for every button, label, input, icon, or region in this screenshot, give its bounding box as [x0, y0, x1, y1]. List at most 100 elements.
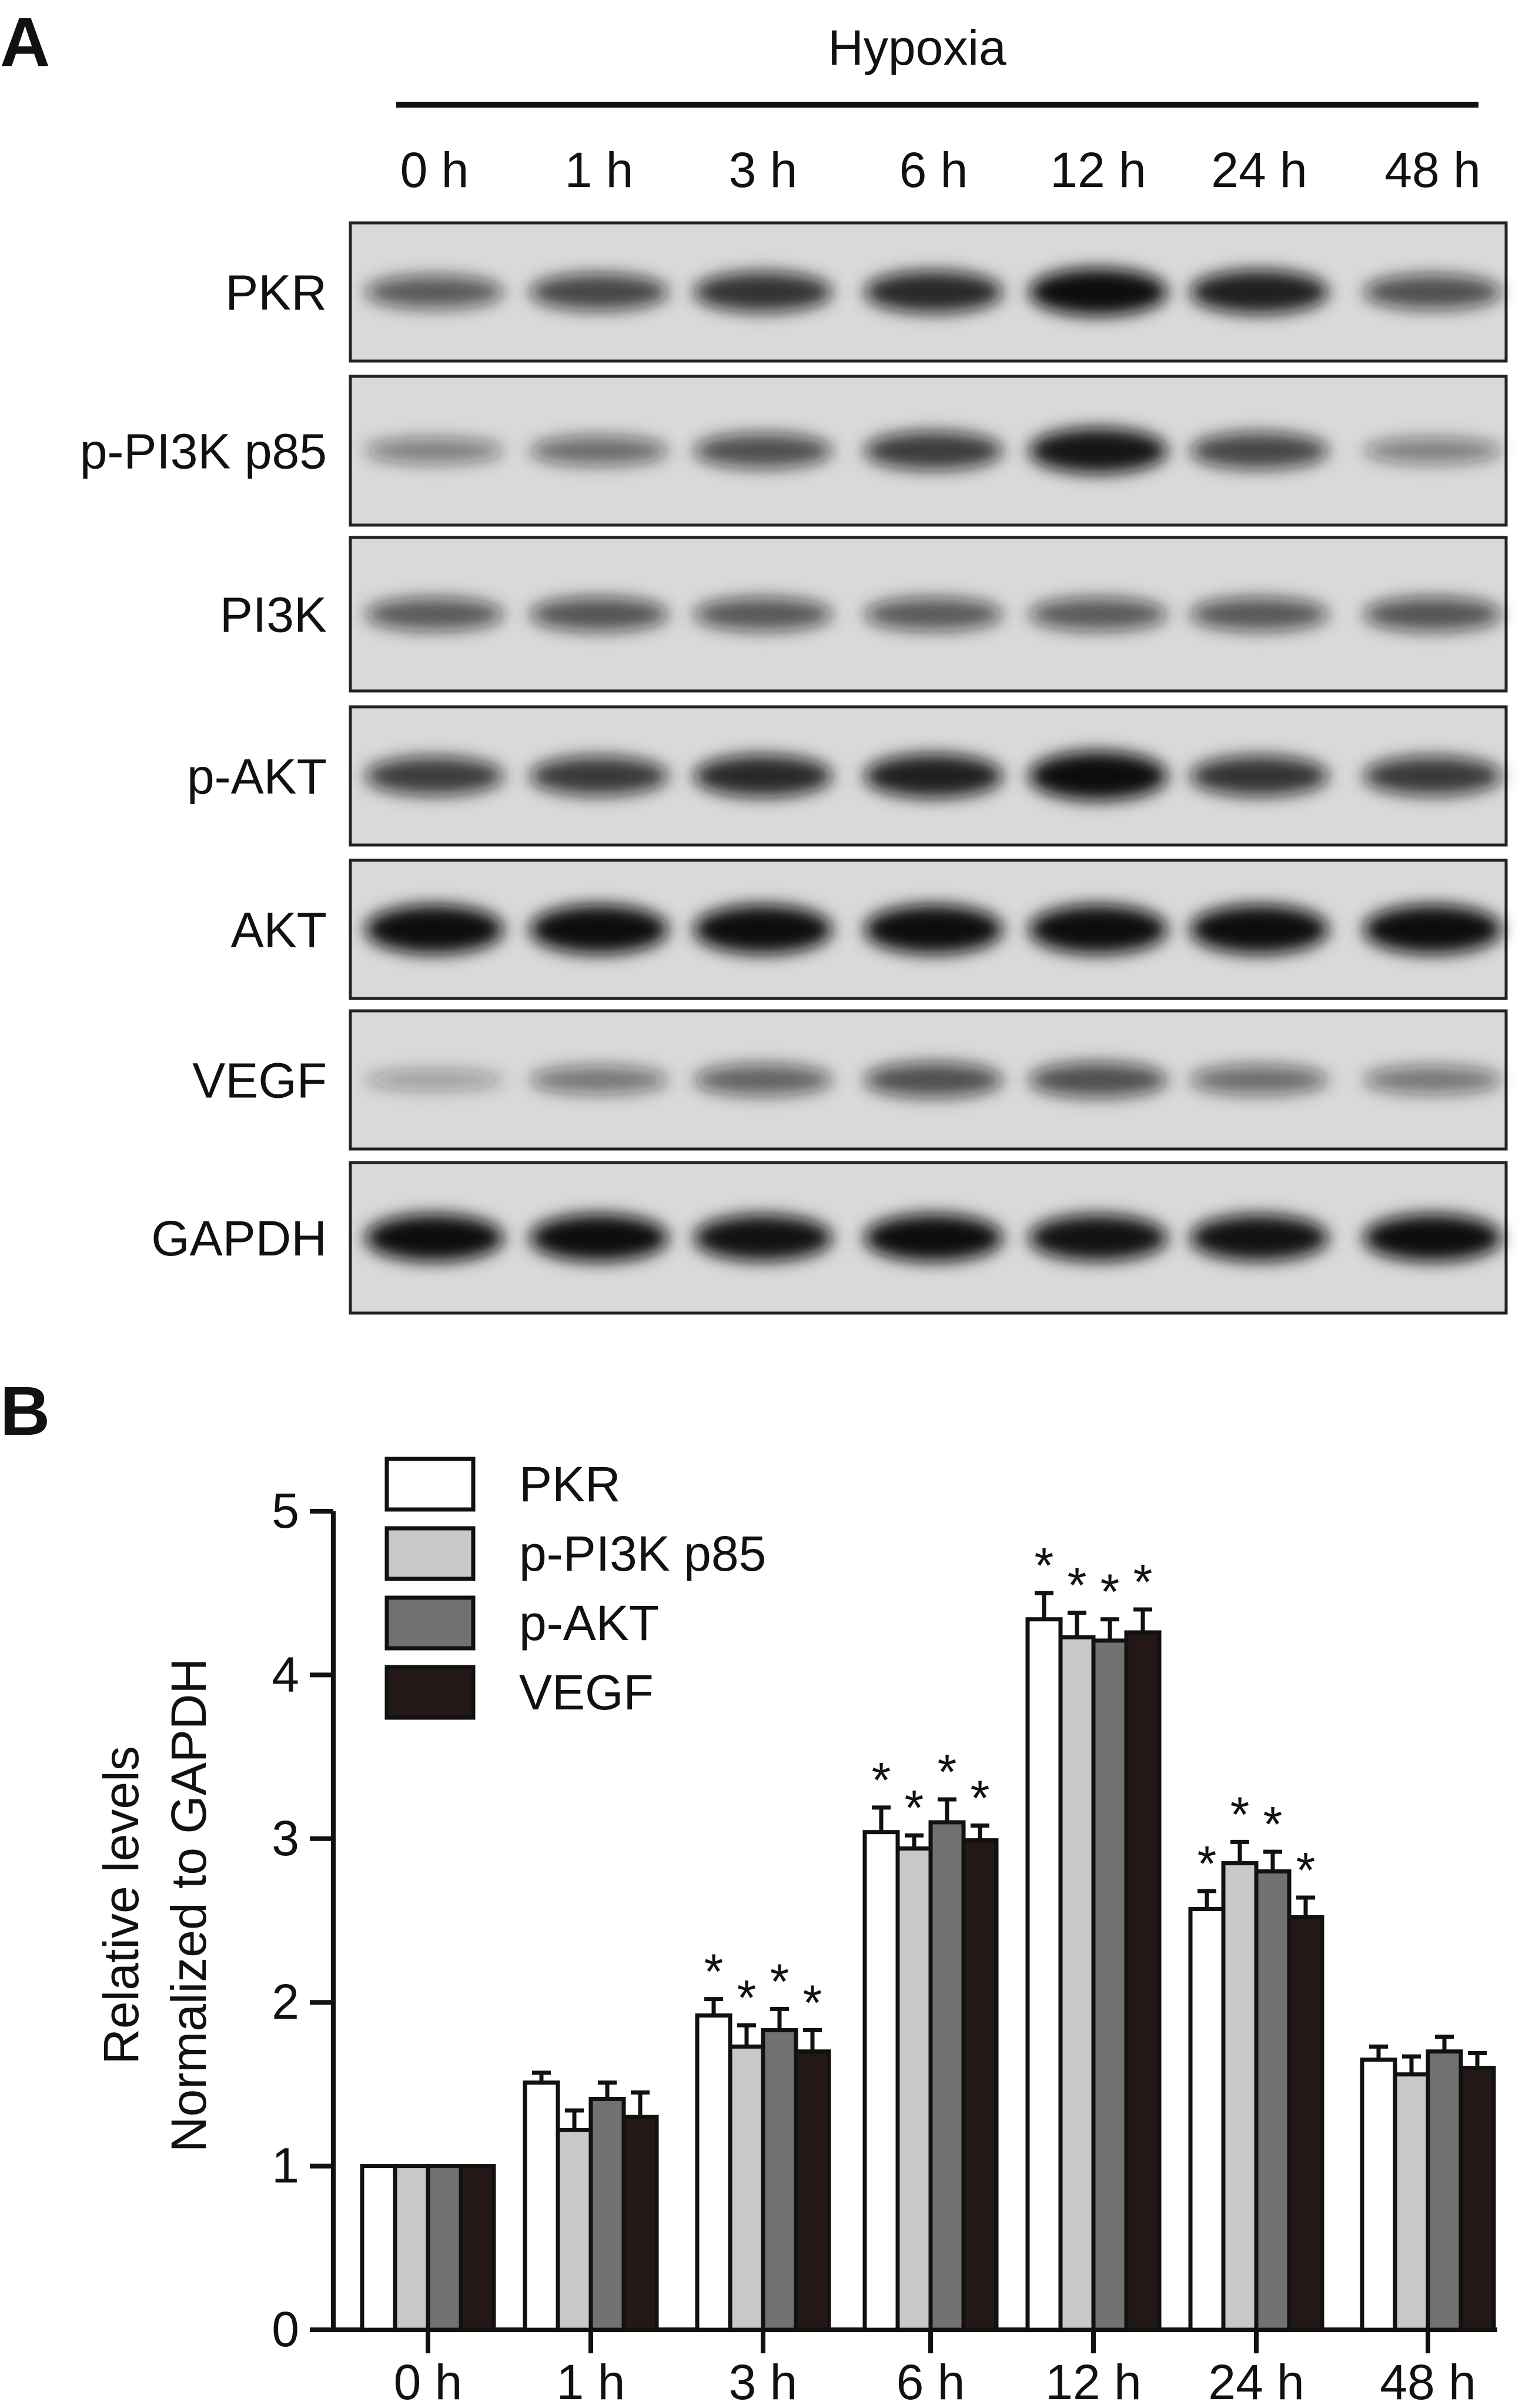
protein-band [1029, 751, 1168, 801]
blot-row-p-pi3k-p85: p-PI3K p85 [80, 375, 1508, 527]
protein-band [1029, 597, 1168, 631]
y-tick-label: 0 [272, 2302, 299, 2357]
protein-band [864, 754, 1003, 798]
blot-row-akt: AKT [231, 859, 1508, 1000]
bar-pkr [695, 2013, 732, 2332]
protein-band [530, 756, 668, 796]
row-label: PI3K [220, 587, 327, 643]
protein-band [864, 597, 1003, 631]
lane-label: 0 h [400, 142, 469, 198]
lane-label: 24 h [1211, 142, 1307, 198]
panel-b-label: B [0, 1372, 50, 1450]
y-tick-label: 3 [272, 1811, 299, 1866]
protein-band [365, 597, 504, 631]
significance-asterisk: * [1197, 1836, 1217, 1891]
significance-asterisk: * [1296, 1842, 1316, 1898]
y-tick-label: 5 [272, 1483, 299, 1538]
bar-vegf [1124, 1630, 1162, 2332]
protein-band [530, 273, 668, 310]
significance-asterisk: * [938, 1744, 957, 1799]
legend-swatch [384, 1595, 476, 1651]
significance-asterisk: * [1133, 1554, 1153, 1609]
x-tick-label: 24 h [1208, 2354, 1304, 2408]
protein-band [694, 597, 832, 632]
lane-label: 3 h [729, 142, 798, 198]
blot-row-pkr: PKR [225, 221, 1508, 363]
significance-asterisk: * [737, 1970, 757, 2025]
protein-band [1190, 904, 1329, 954]
protein-band [864, 1062, 1003, 1098]
x-tick-label: 0 h [394, 2354, 463, 2408]
blot-row-gapdh: GAPDH [151, 1161, 1508, 1315]
significance-asterisk: * [704, 1944, 724, 1999]
protein-band [1363, 904, 1502, 954]
bar-pkr [862, 1830, 900, 2332]
protein-band [1029, 904, 1168, 954]
bar-vegf [1459, 2066, 1496, 2332]
protein-band [365, 756, 504, 796]
x-tick-label: 12 h [1045, 2354, 1142, 2408]
significance-asterisk: * [1068, 1558, 1087, 1613]
protein-band [1363, 274, 1502, 310]
bar-p-pi3k-p85 [393, 2164, 430, 2332]
blot-row-p-akt: p-AKT [187, 705, 1508, 847]
legend-label: p-PI3K p85 [519, 1526, 766, 1581]
bar-p-pi3k-p85 [1221, 1861, 1259, 2332]
blot-row-vegf: VEGF [192, 1009, 1508, 1151]
legend-swatch [384, 1665, 476, 1720]
protein-band [1363, 1214, 1502, 1262]
lane-label: 6 h [899, 142, 968, 198]
legend-label: p-AKT [519, 1595, 659, 1651]
bar-p-akt [1091, 1638, 1129, 2332]
bar-p-pi3k-p85 [1058, 1635, 1096, 2332]
significance-asterisk: * [1035, 1538, 1054, 1593]
significance-asterisk: * [1230, 1786, 1250, 1842]
significance-asterisk: * [971, 1771, 990, 1826]
protein-band [694, 904, 832, 954]
bar-p-akt [426, 2164, 463, 2332]
y-tick-label: 4 [272, 1646, 299, 1702]
bar-p-akt [1426, 2049, 1463, 2332]
y-axis-label: Relative levels Normalized to GAPDH [93, 1658, 216, 2152]
hypoxia-label: Hypoxia [828, 20, 1006, 75]
significance-asterisk: * [872, 1752, 891, 1808]
protein-band [1029, 268, 1168, 316]
protein-band [694, 1214, 832, 1261]
x-tick-label: 6 h [897, 2354, 965, 2408]
protein-band [365, 1069, 504, 1091]
protein-band [1363, 597, 1502, 632]
protein-band [530, 1066, 668, 1094]
row-label: p-PI3K p85 [80, 424, 327, 479]
significance-asterisk: * [905, 1780, 924, 1835]
legend-swatch [384, 1526, 476, 1581]
protein-band [694, 754, 832, 797]
x-tick-label: 1 h [557, 2354, 625, 2408]
bar-pkr [1188, 1907, 1226, 2332]
protein-band [694, 272, 832, 312]
blot-row-pi3k: PI3K [220, 536, 1508, 693]
bar-pkr [360, 2164, 397, 2332]
bar-p-pi3k-p85 [1393, 2072, 1430, 2332]
bar-p-pi3k-p85 [895, 1846, 933, 2332]
x-tick-label: 48 h [1380, 2354, 1476, 2408]
protein-band [365, 904, 504, 954]
significance-asterisk: * [1263, 1796, 1283, 1852]
bar-vegf [621, 2115, 659, 2332]
protein-band [530, 597, 668, 632]
protein-band [864, 1214, 1003, 1262]
significance-asterisk: * [770, 1953, 790, 2009]
lane-label: 48 h [1384, 142, 1481, 198]
lane-label: 1 h [565, 142, 634, 198]
protein-band [1029, 1214, 1168, 1261]
significance-asterisk: * [803, 1975, 822, 2030]
protein-band [1363, 1066, 1502, 1094]
bar-vegf [794, 2049, 831, 2332]
bar-p-pi3k-p85 [556, 2128, 593, 2332]
western-blot: 0 h 1 h 3 h 6 h 12 h 24 h 48 h PKR p-PI3K p85 PI3… [80, 142, 1508, 1315]
protein-band [1190, 1065, 1329, 1095]
panel-a-label: A [0, 4, 50, 81]
bar-p-pi3k-p85 [728, 2044, 765, 2332]
row-label: p-AKT [187, 749, 327, 804]
lane-label: 12 h [1050, 142, 1146, 198]
